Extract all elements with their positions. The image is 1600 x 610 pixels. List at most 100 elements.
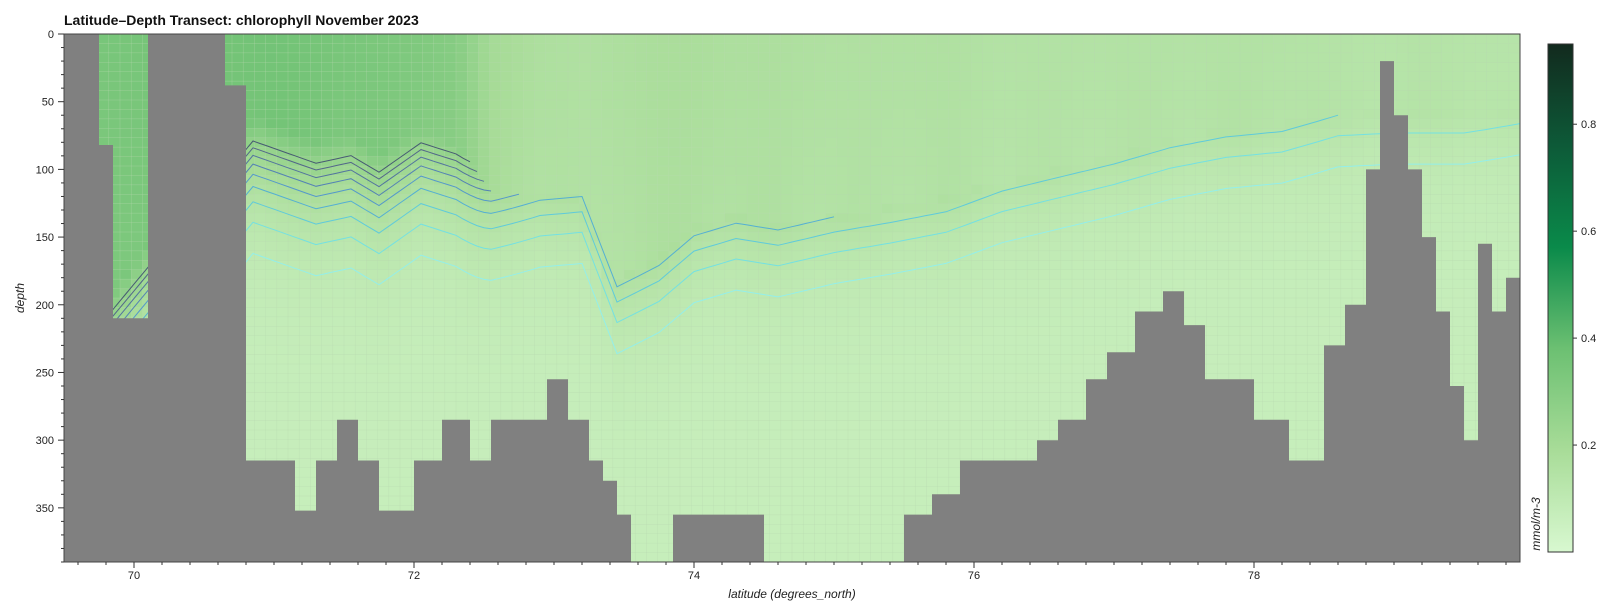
heatmap-cell [366,222,379,233]
heatmap-cell [926,345,939,356]
heatmap-cell [646,194,659,205]
heatmap-cell [926,232,939,242]
heatmap-cell [971,269,983,280]
heatmap-cell [915,279,927,290]
heatmap-cell [657,364,670,374]
heatmap-cell [948,288,961,299]
heatmap-cell [792,505,804,516]
heatmap-cell [489,232,502,242]
heatmap-cell [892,118,905,129]
heatmap-cell [937,137,950,148]
heatmap-cell [444,175,457,186]
heatmap-cell [310,147,323,158]
heatmap-cell [344,166,356,176]
heatmap-cell [456,156,468,167]
heatmap-cell [377,288,390,299]
heatmap-cell [556,156,569,167]
heatmap-cell [601,100,614,110]
heatmap-cell [982,128,995,139]
heatmap-cell [232,34,244,44]
heatmap-cell [288,147,300,158]
heatmap-cell [344,279,356,290]
heatmap-cell [960,326,972,337]
heatmap-cell [870,100,883,110]
heatmap-cell [467,194,479,205]
heatmap-cell [825,458,838,469]
heatmap-cell [108,109,121,120]
heatmap-cell [747,137,759,148]
heatmap-cell [904,118,916,129]
heatmap-cell [814,392,827,403]
heatmap-cell [870,364,883,374]
heatmap-cell [948,128,961,139]
heatmap-cell [601,401,614,412]
heatmap-cell [904,373,916,384]
heatmap-cell [713,62,726,73]
heatmap-cell [702,448,715,459]
heatmap-cell [332,401,345,412]
heatmap-cell [579,100,591,110]
heatmap-cell [915,288,927,299]
heatmap-cell [243,241,255,252]
heatmap-cell [926,430,939,440]
heatmap-cell [747,241,759,252]
heatmap-cell [377,477,390,488]
heatmap-cell [848,128,860,139]
heatmap-cell [736,439,748,450]
heatmap-cell [937,269,950,280]
heatmap-cell [534,34,547,44]
heatmap-cell [355,203,367,214]
heatmap-cell [881,373,894,384]
heatmap-cell [624,420,636,431]
heatmap-cell [299,213,311,224]
heatmap-cell [411,194,423,205]
heatmap-cell [713,486,726,497]
heatmap-cell [243,279,255,290]
heatmap-cell [892,184,905,195]
heatmap-cell [310,128,323,139]
heatmap-cell [971,118,983,129]
heatmap-cell [792,335,804,346]
heatmap-cell [332,71,345,82]
heatmap-cell [870,411,883,422]
heatmap-cell [299,316,311,327]
heatmap-cell [859,411,871,422]
heatmap-cell [691,505,703,516]
heatmap-cell [948,439,961,450]
heatmap-cell [668,345,681,356]
heatmap-cell [892,34,905,44]
heatmap-cell [422,203,435,214]
heatmap-cell [803,250,815,261]
heatmap-cell [500,128,513,139]
heatmap-cell [590,203,603,214]
heatmap-cell [870,194,883,205]
heatmap-cell [444,100,457,110]
heatmap-cell [131,241,143,252]
heatmap-cell [680,109,692,120]
heatmap-cell [859,401,871,412]
heatmap-cell [1049,354,1062,365]
heatmap-cell [982,269,995,280]
heatmap-cell [523,81,535,92]
heatmap-cell [467,128,479,139]
heatmap-cell [803,411,815,422]
heatmap-cell [646,524,659,535]
heatmap-cell [545,232,558,242]
heatmap-cell [590,71,603,82]
heatmap-cell [904,184,916,195]
heatmap-cell [758,496,771,506]
heatmap-cell [971,52,983,63]
heatmap-cell [590,345,603,356]
heatmap-cell [848,392,860,403]
heatmap-cell [400,52,412,63]
heatmap-cell [881,382,894,393]
heatmap-cell [310,260,323,271]
heatmap-cell [332,90,345,101]
heatmap-cell [713,203,726,214]
heatmap-cell [691,392,703,403]
heatmap-cell [769,458,782,469]
heatmap-cell [758,100,771,110]
heatmap-cell [1004,382,1017,393]
heatmap-cell [691,364,703,374]
heatmap-cell [993,345,1006,356]
